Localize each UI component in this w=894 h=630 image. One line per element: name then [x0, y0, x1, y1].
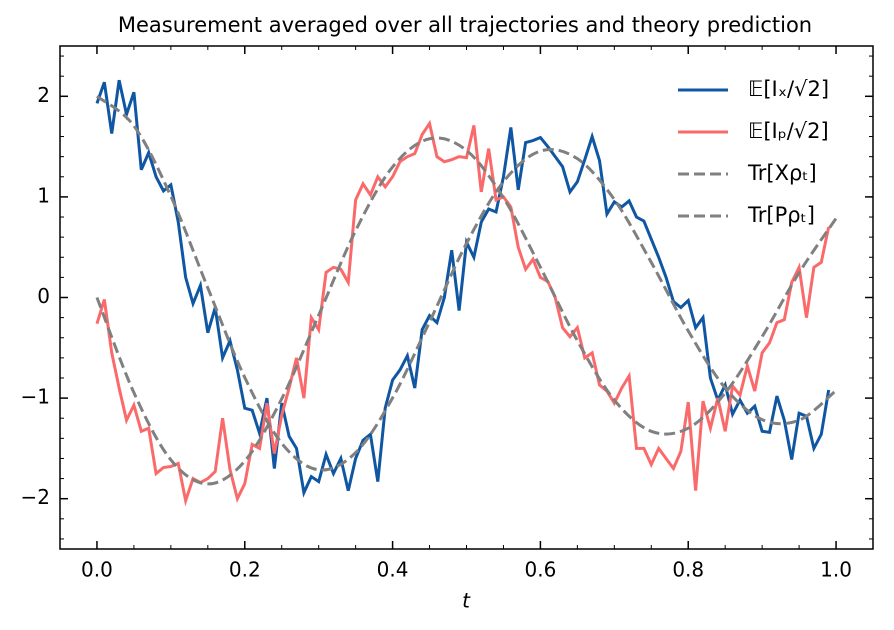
legend-label: 𝔼[Iₓ/√2] [748, 77, 829, 101]
x-tick-label: 1.0 [820, 558, 852, 582]
series-line [96, 95, 838, 472]
series-line [95, 136, 838, 486]
x-tick-label: 0.4 [377, 558, 409, 582]
x-tick-label: 0.6 [525, 558, 557, 582]
x-tick-label: 0.2 [229, 558, 261, 582]
x-axis-label: t [462, 589, 471, 613]
x-tick-label: 0.8 [672, 558, 704, 582]
y-tick-label: 1 [37, 183, 50, 207]
x-tick-label: 0.0 [81, 558, 113, 582]
legend-label: 𝔼[Iₚ/√2] [748, 119, 829, 143]
chart-title: Measurement averaged over all trajectori… [118, 13, 812, 37]
y-tick-label: 2 [37, 83, 50, 107]
legend-label: Tr[Xρₜ] [747, 161, 817, 185]
y-tick-label: −1 [21, 385, 50, 409]
series-line [95, 119, 831, 507]
y-tick-label: 0 [37, 284, 50, 308]
legend-label: Tr[Pρₜ] [747, 203, 815, 227]
y-tick-label: −2 [21, 485, 50, 509]
series-line [95, 79, 831, 498]
